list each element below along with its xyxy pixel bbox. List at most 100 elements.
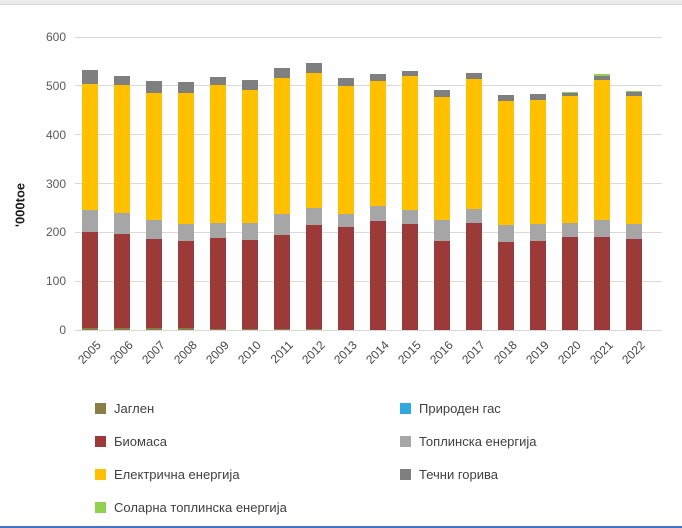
bar-segment	[594, 220, 610, 238]
bar-segment	[594, 237, 610, 330]
bar-segment	[370, 206, 386, 221]
y-tick-label-100: 100	[45, 274, 66, 289]
legend-label: Соларна топлинска енергија	[114, 500, 287, 515]
legend-item: Топлинска енергија	[400, 434, 537, 449]
legend-swatch-icon	[95, 502, 106, 513]
bar-segment	[594, 79, 610, 221]
legend-item: Биомаса	[95, 434, 167, 449]
bar-segment	[626, 95, 642, 225]
bar-segment	[594, 74, 610, 77]
bar-segment	[466, 72, 482, 79]
gridline-300	[75, 183, 662, 184]
legend-item: Јаглен	[95, 401, 154, 416]
bar-segment	[274, 213, 290, 235]
y-tick-label-300: 300	[45, 176, 66, 191]
bar-segment	[242, 223, 258, 241]
legend-swatch-icon	[95, 436, 106, 447]
bar-segment	[402, 209, 418, 225]
bar-segment	[466, 223, 482, 330]
bar-segment	[114, 212, 130, 234]
bar-segment	[178, 328, 194, 330]
bar-segment	[626, 224, 642, 240]
gridline-100	[75, 280, 662, 282]
bar-segment	[498, 242, 514, 330]
gridline-500	[75, 85, 662, 87]
bar-segment	[210, 223, 226, 239]
bar-segment	[434, 220, 450, 241]
bar-segment	[114, 327, 130, 330]
gridline-400	[75, 134, 662, 136]
y-tick-label-0: 0	[59, 323, 66, 337]
bar-segment	[178, 224, 194, 242]
bar-segment	[370, 80, 386, 207]
bar-segment	[82, 69, 98, 85]
bar-segment	[530, 100, 546, 225]
bar-segment	[242, 240, 258, 330]
bar-segment	[626, 92, 642, 96]
legend-label: Топлинска енергија	[419, 434, 537, 449]
legend-item: Природен гас	[400, 401, 501, 416]
bar-segment	[530, 94, 546, 100]
bar-segment	[306, 329, 322, 330]
bar-segment	[562, 237, 578, 330]
legend-swatch-icon	[400, 436, 411, 447]
bar-segment	[146, 92, 162, 221]
bar-segment	[146, 239, 162, 329]
bar-segment	[146, 220, 162, 240]
legend-swatch-icon	[95, 469, 106, 480]
bar-segment	[82, 232, 98, 328]
bar-segment	[562, 91, 578, 93]
bar-segment	[402, 76, 418, 210]
gridline-0	[75, 329, 662, 331]
bar-segment	[242, 89, 258, 224]
bar-segment	[178, 82, 194, 93]
legend-label: Течни горива	[419, 467, 499, 482]
bar-segment	[626, 239, 642, 330]
bar-segment	[210, 238, 226, 330]
gridline-200	[75, 231, 662, 233]
bar-segment	[562, 95, 578, 223]
bar-segment	[466, 79, 482, 210]
bar-segment	[178, 241, 194, 329]
bar-segment	[498, 100, 514, 226]
bar-segment	[306, 63, 322, 74]
bar-segment	[466, 209, 482, 224]
bottom-accent-line	[0, 526, 682, 528]
bar-segment	[274, 77, 290, 214]
bar-segment	[178, 92, 194, 225]
bar-segment	[210, 84, 226, 224]
bar-segment	[434, 240, 450, 330]
bar-segment	[242, 79, 258, 90]
bar-segment	[114, 233, 130, 328]
legend-label: Природен гас	[419, 401, 501, 416]
bar-segment	[498, 225, 514, 243]
bar-segment	[498, 95, 514, 101]
bar-segment	[274, 234, 290, 330]
bar-segment	[338, 226, 354, 330]
bar-segment	[338, 85, 354, 214]
bar-segment	[530, 224, 546, 242]
legend-item: Соларна топлинска енергија	[95, 500, 287, 515]
y-tick-label-200: 200	[45, 225, 66, 240]
bar-segment	[530, 241, 546, 330]
y-tick-label-600: 600	[45, 30, 66, 44]
legend-label: Електрична енергија	[114, 467, 240, 482]
bar-segment	[114, 76, 130, 85]
bar-segment	[146, 81, 162, 93]
bar-segment	[274, 329, 290, 330]
bar-segment	[242, 329, 258, 330]
bar-segment	[306, 225, 322, 330]
bar-segment	[210, 76, 226, 85]
window-top-edge	[0, 0, 682, 5]
bar-segment	[562, 92, 578, 96]
bar-segment	[82, 84, 98, 210]
bar-segment	[370, 74, 386, 81]
legend-swatch-icon	[400, 403, 411, 414]
y-axis-tick-labels: 0 100 200 300 400 500 600	[0, 30, 66, 337]
bar-segment	[338, 77, 354, 86]
legend-swatch-icon	[95, 403, 106, 414]
legend-swatch-icon	[400, 469, 411, 480]
bar-segment	[146, 328, 162, 330]
bar-segment	[274, 67, 290, 78]
